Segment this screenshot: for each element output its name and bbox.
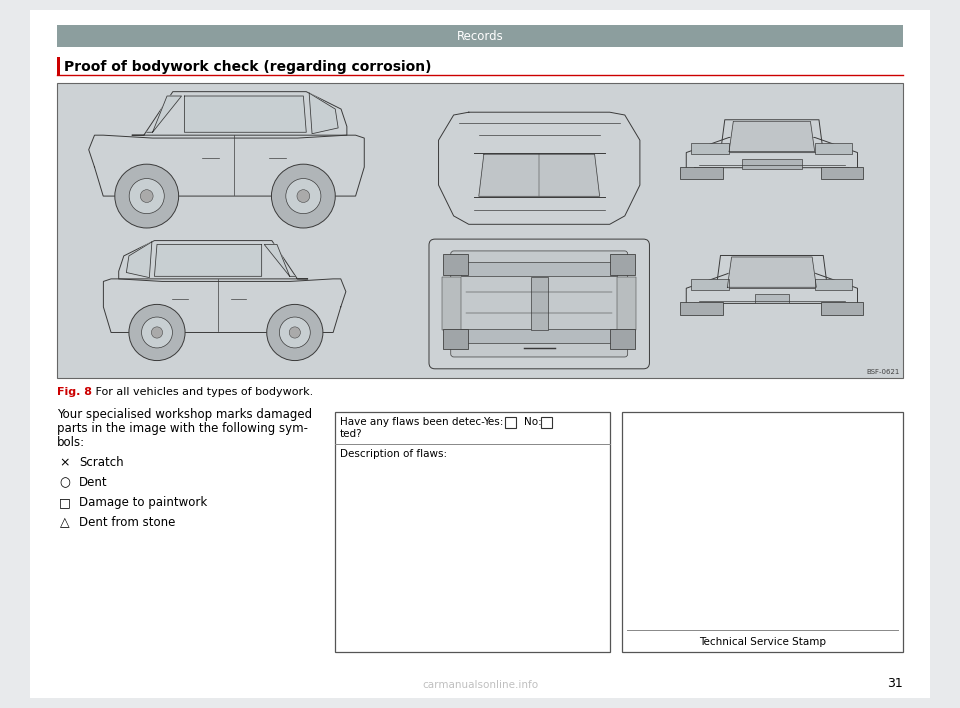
Circle shape: [130, 178, 164, 214]
Polygon shape: [88, 135, 364, 196]
Circle shape: [115, 164, 179, 228]
Circle shape: [297, 190, 310, 202]
Bar: [541, 417, 552, 428]
Polygon shape: [119, 241, 307, 279]
Polygon shape: [479, 154, 600, 196]
Text: Proof of bodywork check (regarding corrosion): Proof of bodywork check (regarding corro…: [64, 59, 431, 74]
Polygon shape: [716, 256, 828, 288]
Bar: [691, 144, 729, 154]
Text: BSF-0621: BSF-0621: [867, 369, 900, 375]
Polygon shape: [147, 96, 181, 132]
Polygon shape: [309, 93, 338, 134]
Bar: [335, 412, 610, 652]
Polygon shape: [439, 112, 640, 224]
Text: For all vehicles and types of bodywork.: For all vehicles and types of bodywork.: [92, 387, 313, 397]
Bar: [617, 278, 636, 331]
Bar: [815, 144, 852, 154]
Polygon shape: [184, 96, 306, 132]
Bar: [505, 417, 516, 428]
Bar: [815, 279, 852, 290]
Circle shape: [267, 304, 323, 360]
Text: Have any flaws been detec-: Have any flaws been detec-: [340, 417, 485, 427]
Bar: [444, 254, 468, 275]
Bar: [681, 166, 723, 179]
Bar: [57, 83, 903, 378]
Circle shape: [286, 178, 321, 214]
FancyBboxPatch shape: [451, 251, 628, 357]
Bar: [821, 166, 863, 179]
Circle shape: [129, 304, 185, 360]
Text: ×: ×: [60, 456, 70, 469]
Text: Your specialised workshop marks damaged: Your specialised workshop marks damaged: [57, 408, 312, 421]
Bar: [821, 302, 863, 315]
Text: 31: 31: [887, 677, 903, 690]
Bar: [691, 279, 729, 290]
Bar: [742, 159, 802, 169]
Text: Scratch: Scratch: [79, 456, 124, 469]
Text: ○: ○: [60, 476, 70, 489]
Text: Technical Service Stamp: Technical Service Stamp: [699, 637, 826, 647]
Bar: [57, 57, 60, 75]
Bar: [461, 329, 617, 343]
Polygon shape: [127, 242, 152, 278]
Text: Dent: Dent: [79, 476, 108, 489]
Polygon shape: [721, 120, 824, 152]
Text: ted?: ted?: [340, 429, 363, 439]
Bar: [611, 254, 636, 275]
Circle shape: [140, 190, 153, 202]
Text: Fig. 8: Fig. 8: [57, 387, 92, 397]
FancyBboxPatch shape: [429, 239, 650, 369]
Text: △: △: [60, 516, 70, 529]
Bar: [443, 278, 461, 331]
Polygon shape: [728, 257, 816, 287]
Text: Description of flaws:: Description of flaws:: [340, 449, 447, 459]
Text: parts in the image with the following sym-: parts in the image with the following sy…: [57, 422, 308, 435]
Bar: [57, 25, 903, 47]
Bar: [755, 295, 789, 304]
Polygon shape: [155, 244, 262, 276]
Circle shape: [279, 317, 310, 348]
Bar: [531, 278, 547, 331]
Bar: [461, 261, 617, 276]
Polygon shape: [686, 273, 857, 314]
Circle shape: [272, 164, 335, 228]
Text: Records: Records: [457, 30, 503, 42]
Circle shape: [289, 327, 300, 338]
Bar: [611, 329, 636, 349]
Bar: [444, 329, 468, 349]
Text: □: □: [60, 496, 71, 509]
Polygon shape: [729, 121, 815, 152]
Text: Yes:: Yes:: [483, 417, 503, 427]
Circle shape: [141, 317, 173, 348]
Text: bols:: bols:: [57, 436, 85, 449]
Polygon shape: [264, 244, 295, 276]
Circle shape: [152, 327, 162, 338]
Text: Damage to paintwork: Damage to paintwork: [79, 496, 207, 509]
Polygon shape: [132, 91, 347, 135]
Text: carmanualsonline.info: carmanualsonline.info: [422, 680, 538, 690]
Polygon shape: [104, 279, 346, 333]
Polygon shape: [686, 137, 857, 178]
Bar: [622, 412, 903, 652]
Text: No:: No:: [524, 417, 541, 427]
Bar: [681, 302, 723, 315]
Text: Dent from stone: Dent from stone: [79, 516, 176, 529]
